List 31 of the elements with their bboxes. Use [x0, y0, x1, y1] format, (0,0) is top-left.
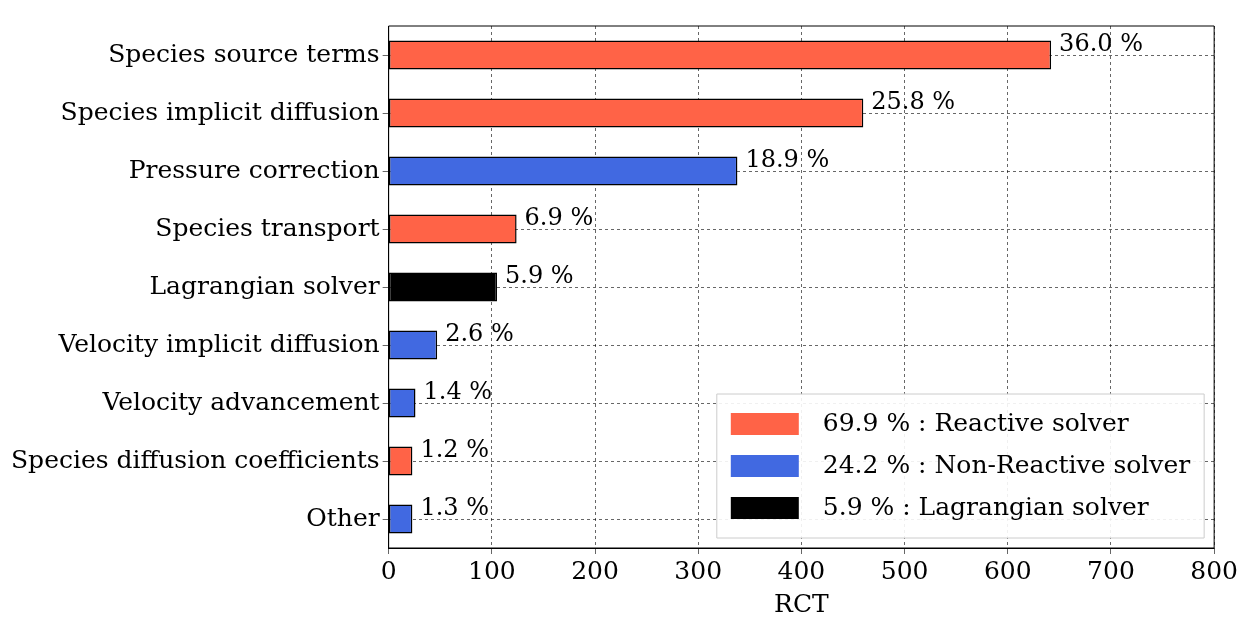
legend-label: 5.9 % : Lagrangian solver: [822, 491, 1149, 521]
y-tick-label: Other: [306, 502, 380, 532]
annotation: 1.2 %: [420, 435, 489, 464]
y-tick-label: Species transport: [155, 212, 380, 242]
x-tick-label: 700: [1087, 555, 1135, 585]
annotation: 2.6 %: [445, 319, 514, 348]
annotation: 36.0 %: [1059, 29, 1143, 58]
x-tick-label: 500: [880, 555, 929, 585]
annotation: 6.9 %: [524, 203, 594, 232]
y-tick-label: Lagrangian solver: [149, 270, 380, 300]
annotation: 1.4 %: [423, 377, 493, 406]
x-axis-title: RCT: [774, 588, 830, 618]
y-tick-label: Pressure correction: [128, 154, 380, 184]
annotation: 1.3 %: [420, 493, 489, 522]
x-tick-label: 600: [983, 555, 1032, 585]
x-tick-label: 200: [571, 555, 619, 585]
y-tick-label: Velocity advancement: [101, 386, 380, 416]
x-tick-label: 400: [777, 555, 826, 585]
y-tick-label: Species source terms: [108, 38, 380, 68]
annotation: 18.9 %: [745, 145, 830, 174]
legend-label: 24.2 % : Non-Reactive solver: [822, 449, 1191, 479]
annotation: 5.9 %: [505, 261, 574, 290]
x-tick-label: 100: [467, 555, 516, 585]
y-tick-label: Species diffusion coefficients: [11, 444, 380, 474]
y-tick-label: Species implicit diffusion: [60, 96, 380, 126]
x-tick-label: 800: [1190, 555, 1238, 585]
legend-label: 69.9 % : Reactive solver: [822, 407, 1129, 437]
y-tick-label: Velocity implicit diffusion: [57, 328, 380, 358]
x-tick-label: 0: [380, 555, 397, 585]
x-tick-label: 300: [674, 555, 723, 585]
annotation: 25.8 %: [871, 87, 956, 116]
